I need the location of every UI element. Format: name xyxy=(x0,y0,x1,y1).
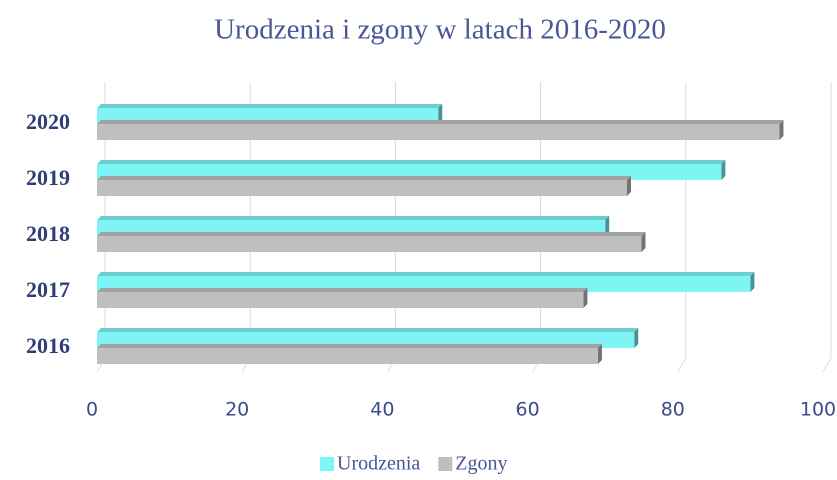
bar-top xyxy=(97,328,639,332)
legend-label: Zgony xyxy=(455,453,507,475)
legend-label: Urodzenia xyxy=(337,453,420,475)
bar-side xyxy=(779,120,784,140)
x-tick-label: 0 xyxy=(86,399,98,421)
y-tick-label: 2020 xyxy=(26,109,70,134)
bar-top xyxy=(97,104,443,108)
y-tick-label: 2019 xyxy=(26,165,70,190)
bar-top xyxy=(97,272,755,276)
x-tick-label: 100 xyxy=(800,399,836,421)
bar xyxy=(97,124,780,140)
chart-title: Urodzenia i zgony w latach 2016-2020 xyxy=(214,14,666,46)
legend-swatch xyxy=(320,457,334,471)
bar-side xyxy=(721,160,726,180)
x-tick-label: 60 xyxy=(516,399,540,421)
bar-side xyxy=(626,176,631,196)
bar xyxy=(97,292,584,308)
bar-side xyxy=(583,288,588,308)
bar-side xyxy=(641,232,646,252)
grid-line xyxy=(822,82,832,373)
bar-top xyxy=(97,344,602,348)
bar xyxy=(97,236,642,252)
bar-side xyxy=(634,328,639,348)
bar-side xyxy=(605,216,610,236)
y-tick-label: 2017 xyxy=(26,277,70,302)
bar xyxy=(97,180,627,196)
bar-top xyxy=(97,288,588,292)
bar xyxy=(97,348,598,364)
bar-top xyxy=(97,120,784,124)
bar-top xyxy=(97,176,631,180)
bar-side xyxy=(750,272,755,292)
x-tick-label: 20 xyxy=(225,399,249,421)
bar-side xyxy=(597,344,602,364)
bar-top xyxy=(97,232,646,236)
bar-top xyxy=(97,160,726,164)
bar-side xyxy=(438,104,443,124)
y-tick-label: 2016 xyxy=(26,333,70,358)
y-tick-label: 2018 xyxy=(26,221,70,246)
x-tick-label: 80 xyxy=(661,399,685,421)
x-tick-label: 40 xyxy=(370,399,394,421)
bar-top xyxy=(97,216,610,220)
legend-swatch xyxy=(438,457,453,471)
